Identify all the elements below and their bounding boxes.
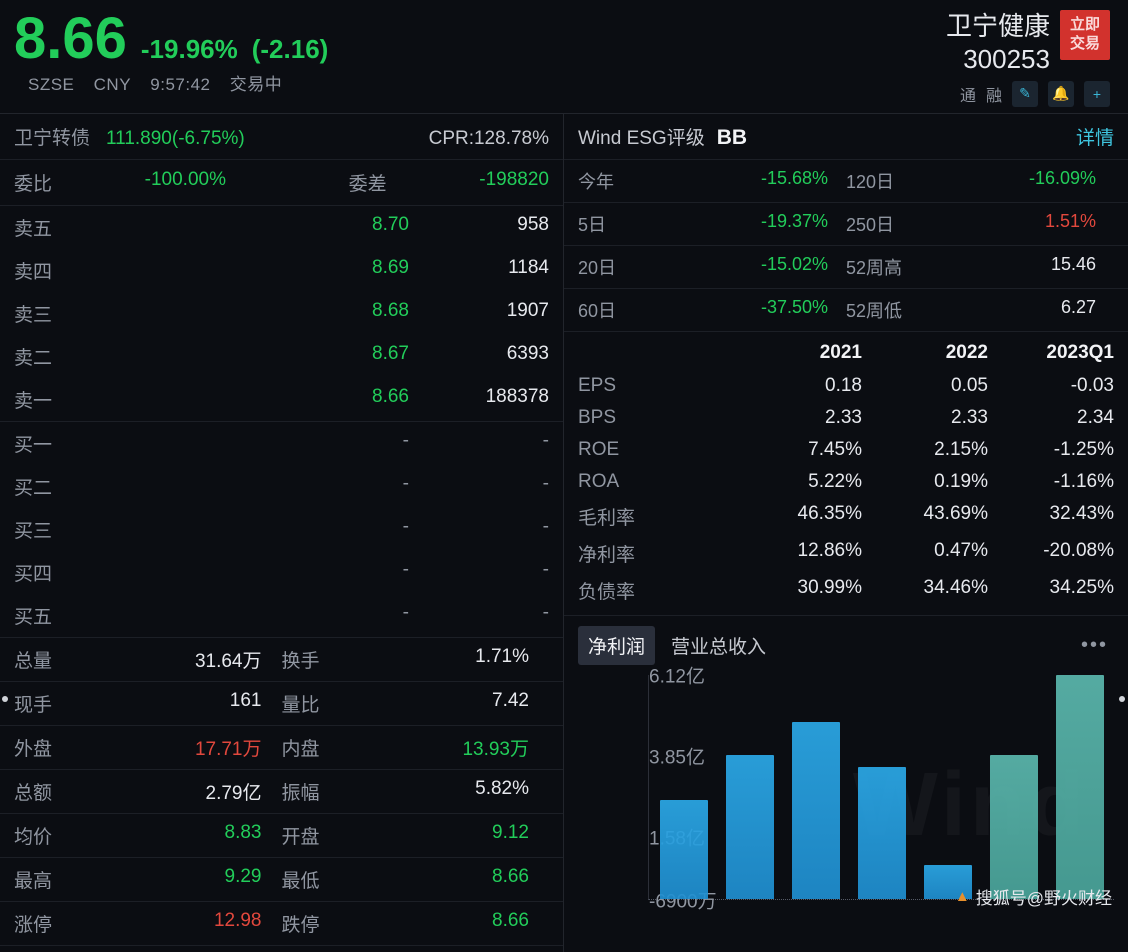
sell-order-book: 卖五 8.70 958 卖四 8.69 1184 卖三 8.68 1907 卖二…: [0, 206, 563, 422]
buy-row-2[interactable]: 买二 - -: [0, 465, 563, 508]
notification-bell-icon[interactable]: 🔔: [1048, 81, 1074, 107]
fin-row-net-margin: 净利率 12.86% 0.47% -20.08%: [578, 535, 1114, 572]
fund-row-0: 今年 -15.68% 120日 -16.09%: [564, 160, 1128, 203]
left-scroll-indicator[interactable]: [2, 696, 8, 702]
esg-detail-link[interactable]: 详情: [1076, 123, 1114, 150]
weibi-row: 委比 -100.00% 委差 -198820: [0, 160, 563, 206]
financial-summary-table: 2021 2022 2023Q1 EPS 0.18 0.05 -0.03 BPS 2…: [564, 332, 1128, 616]
edit-icon[interactable]: ✎: [1012, 81, 1038, 107]
stock-quote-app: 8.66 -19.96% (-2.16) SZSE CNY 9:57:42 交易…: [0, 0, 1128, 952]
add-icon[interactable]: +: [1084, 81, 1110, 107]
buy-row-3[interactable]: 买三 - -: [0, 508, 563, 551]
stat-row-6: 涨停 12.98 跌停 8.66: [0, 902, 563, 946]
bar-2022[interactable]: [990, 755, 1038, 898]
fin-row-roe: ROE 7.45% 2.15% -1.25%: [578, 434, 1114, 466]
stat-row-7: 盘后量0 盘后额0: [0, 946, 563, 952]
esg-rating-row: Wind ESG评级 BB 详情: [564, 114, 1128, 160]
stat-row-4: 均价 8.83 开盘 9.12: [0, 814, 563, 858]
attribution-credit: ▲ 搜狐号@野火财经: [955, 884, 1112, 909]
price-change-pct: -19.96%: [141, 34, 238, 65]
left-stats-block: 总量 31.64万 换手 1.71% 现手 161 量比 7.42 外盘 17.71万 内…: [0, 638, 563, 952]
stock-code: 300253: [946, 44, 1050, 75]
fin-row-bps: BPS 2.33 2.33 2.34: [578, 402, 1114, 434]
bar-2019[interactable]: [792, 722, 840, 899]
buy-order-book: 买一 - - 买二 - - 买三 - - 买四 - -: [0, 422, 563, 638]
net-profit-chart: Wind 6.12亿 3.85亿 1.58亿 -6900万: [564, 675, 1128, 917]
fund-row-3: 60日 -37.50% 52周低 6.27: [564, 289, 1128, 332]
main-body: 卫宁转债 111.890(-6.75%) CPR:128.78% 委比 -100…: [0, 114, 1128, 952]
header-icon-row: 通 融 ✎ 🔔 +: [946, 81, 1110, 107]
stat-row-3: 总额 2.79亿 振幅 5.82%: [0, 770, 563, 814]
left-column: 卫宁转债 111.890(-6.75%) CPR:128.78% 委比 -100…: [0, 114, 564, 952]
price-block: 8.66 -19.96% (-2.16): [14, 10, 328, 68]
currency-label: CNY: [94, 75, 131, 94]
sell-row-1[interactable]: 卖一 8.66 188378: [0, 378, 563, 421]
stat-row-2: 外盘 17.71万 内盘 13.93万: [0, 726, 563, 770]
stock-id-block: 卫宁健康 300253 立即 交易 通 融 ✎ 🔔 +: [946, 10, 1110, 107]
quote-time: 9:57:42: [150, 75, 210, 94]
stat-row-1: 现手 161 量比 7.42: [0, 682, 563, 726]
fin-row-gross-margin: 毛利率 46.35% 43.69% 32.43%: [578, 498, 1114, 535]
fin-row-roa: ROA 5.22% 0.19% -1.16%: [578, 466, 1114, 498]
quote-meta: SZSE CNY 9:57:42 交易中: [14, 68, 328, 103]
bar-2023q1[interactable]: [1056, 675, 1104, 899]
rong-icon[interactable]: 融: [986, 82, 1002, 106]
buy-row-5[interactable]: 买五 - -: [0, 594, 563, 637]
trade-now-button[interactable]: 立即 交易: [1060, 10, 1110, 60]
sell-row-5[interactable]: 卖五 8.70 958: [0, 206, 563, 249]
sell-row-3[interactable]: 卖三 8.68 1907: [0, 292, 563, 335]
fox-icon: ▲: [955, 888, 970, 905]
stock-name: 卫宁健康: [946, 10, 1050, 44]
buy-row-4[interactable]: 买四 - -: [0, 551, 563, 594]
header: 8.66 -19.96% (-2.16) SZSE CNY 9:57:42 交易…: [0, 0, 1128, 114]
sell-row-2[interactable]: 卖二 8.67 6393: [0, 335, 563, 378]
sell-row-4[interactable]: 卖四 8.69 1184: [0, 249, 563, 292]
tong-icon[interactable]: 通: [960, 82, 976, 106]
exchange-label: SZSE: [28, 75, 74, 94]
trade-status: 交易中: [230, 75, 283, 94]
price-change-abs: (-2.16): [252, 34, 329, 65]
fin-row-debt-ratio: 负债率 30.99% 34.46% 34.25%: [578, 572, 1114, 609]
current-price: 8.66: [14, 10, 127, 68]
tab-net-profit[interactable]: 净利润: [578, 626, 655, 665]
buy-row-1[interactable]: 买一 - -: [0, 422, 563, 465]
stat-row-5: 最高 9.29 最低 8.66: [0, 858, 563, 902]
right-column: Wind ESG评级 BB 详情 今年 -15.68% 120日 -16.09% 5…: [564, 114, 1128, 952]
bar-2020[interactable]: [858, 767, 906, 899]
right-scroll-indicator[interactable]: [1119, 696, 1125, 702]
chart-more-options-icon[interactable]: •••: [1081, 634, 1114, 657]
fin-row-eps: EPS 0.18 0.05 -0.03: [578, 370, 1114, 402]
bar-2017[interactable]: [660, 800, 708, 899]
fund-flow-block: 今年 -15.68% 120日 -16.09% 5日 -19.37% 250日 1.51…: [564, 160, 1128, 332]
fund-row-2: 20日 -15.02% 52周高 15.46: [564, 246, 1128, 289]
tab-total-revenue[interactable]: 营业总收入: [661, 626, 776, 665]
chart-bars: [650, 675, 1114, 899]
stat-row-0: 总量 31.64万 换手 1.71%: [0, 638, 563, 682]
fin-head-years: 2021 2022 2023Q1: [578, 342, 1114, 370]
bar-2018[interactable]: [726, 755, 774, 898]
fund-row-1: 5日 -19.37% 250日 1.51%: [564, 203, 1128, 246]
bond-row[interactable]: 卫宁转债 111.890(-6.75%) CPR:128.78%: [0, 114, 563, 160]
